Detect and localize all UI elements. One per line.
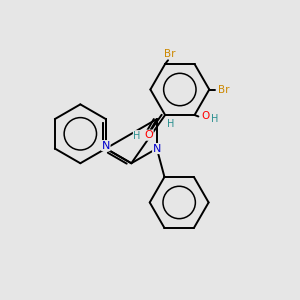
Text: H: H [211, 114, 218, 124]
Text: H: H [167, 119, 175, 129]
Text: O: O [202, 112, 210, 122]
Text: Br: Br [218, 85, 230, 94]
Text: Br: Br [164, 49, 175, 59]
Text: O: O [144, 130, 153, 140]
Text: H: H [133, 130, 141, 141]
Text: N: N [102, 141, 110, 151]
Text: N: N [153, 143, 161, 154]
